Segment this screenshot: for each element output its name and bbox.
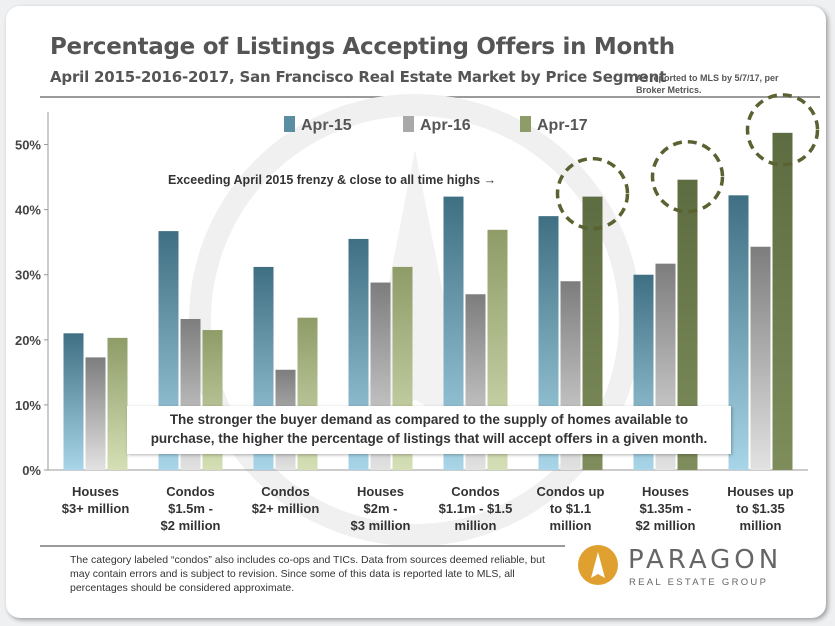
x-category-label: Houses [642, 484, 689, 499]
x-category-label: $2 million [161, 518, 221, 533]
annotation-line: purchase, the higher the percentage of l… [150, 431, 708, 446]
y-tick-label: 10% [15, 398, 41, 413]
legend-label: Apr-17 [537, 117, 588, 134]
y-tick-label: 30% [15, 268, 41, 283]
y-tick-label: 0% [22, 463, 41, 478]
logo-arrow-icon [591, 552, 605, 578]
x-category-label: Condos [261, 484, 309, 499]
logo-name: PARAGON [628, 545, 783, 575]
x-category-label: $2 million [636, 518, 696, 533]
bar-apr-15 [728, 195, 749, 471]
x-category-label: $2+ million [252, 501, 320, 516]
bottom-divider [40, 545, 565, 547]
x-category-label: to $1.1 [550, 501, 591, 516]
bar-apr-16 [750, 246, 771, 470]
legend-swatch-icon [284, 116, 295, 132]
bar-apr-17 [107, 337, 128, 470]
legend-item-apr15: Apr-15 [284, 116, 352, 135]
x-category-label: $3 million [351, 518, 411, 533]
legend-label: Apr-16 [420, 117, 471, 134]
legend-label: Apr-15 [301, 117, 352, 134]
x-category-label: to $1.35 [736, 501, 784, 516]
x-category-label: $1.5m - [168, 501, 213, 516]
source-note: As reported to MLS by 5/7/17, per Broker… [636, 73, 779, 95]
x-category-label: $3+ million [62, 501, 130, 516]
y-tick-label: 20% [15, 333, 41, 348]
legend-swatch-icon [520, 116, 531, 132]
y-tick-label: 40% [15, 203, 41, 218]
highlight-circle [555, 156, 630, 231]
x-category-label: million [740, 518, 782, 533]
x-category-label: $1.1m - $1.5 [439, 501, 513, 516]
footnote: The category labeled “condos” also inclu… [70, 554, 545, 594]
highlight-circle [745, 93, 820, 167]
paragon-logo: PARAGON REAL ESTATE GROUP [578, 543, 808, 595]
x-category-label: Houses up [727, 484, 794, 499]
x-category-label: million [550, 518, 592, 533]
x-category-label: Condos [451, 484, 499, 499]
legend-item-apr16: Apr-16 [403, 116, 471, 135]
bar-apr-15 [63, 333, 84, 470]
x-category-label: Condos up [537, 484, 605, 499]
annotation-box: The stronger the buyer demand as compare… [127, 406, 731, 454]
x-category-label: million [455, 518, 497, 533]
x-category-label: Houses [357, 484, 404, 499]
chart-subtitle: April 2015-2016-2017, San Francisco Real… [50, 68, 667, 86]
annotation-line: The stronger the buyer demand as compare… [169, 412, 689, 427]
bar-apr-16 [85, 357, 106, 470]
bar-apr-17 [582, 196, 603, 471]
bar-apr-17 [772, 132, 793, 470]
legend-swatch-icon [403, 116, 414, 132]
y-tick-label: 50% [15, 138, 41, 153]
legend-item-apr17: Apr-17 [520, 116, 588, 135]
x-category-label: $2m - [364, 501, 398, 516]
x-category-label: $1.35m - [639, 501, 691, 516]
bar-apr-17 [677, 179, 698, 470]
highlight-circle [650, 139, 725, 214]
x-category-label: Condos [166, 484, 214, 499]
frenzy-annotation: Exceeding April 2015 frenzy & close to a… [168, 173, 497, 187]
bar-apr-15 [443, 196, 464, 471]
logo-mark-icon [578, 545, 618, 585]
x-category-label: Houses [72, 484, 119, 499]
logo-tagline: REAL ESTATE GROUP [629, 577, 769, 588]
chart-title: Percentage of Listings Accepting Offers … [50, 34, 675, 60]
